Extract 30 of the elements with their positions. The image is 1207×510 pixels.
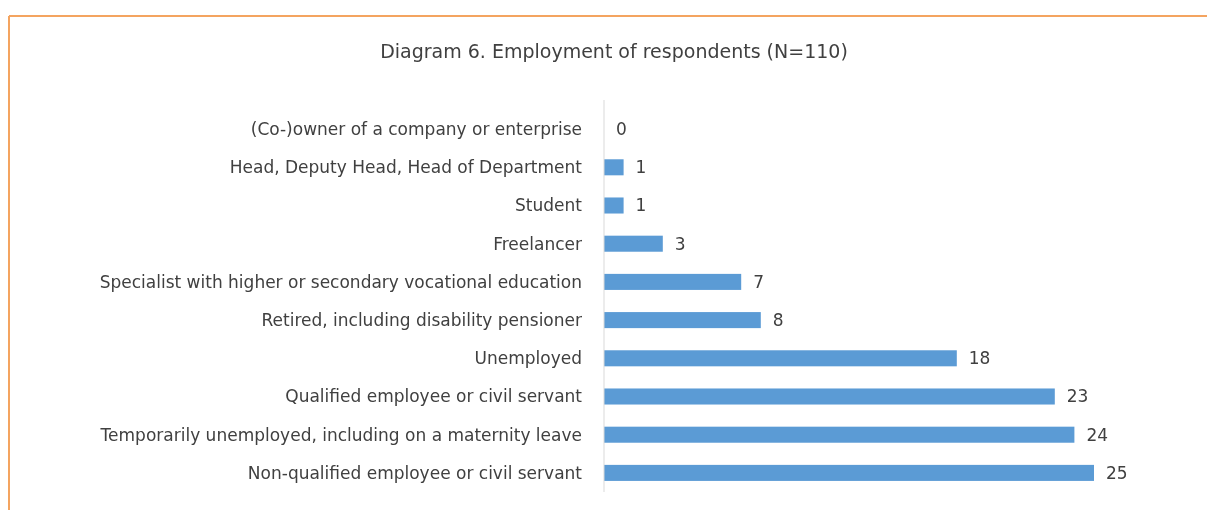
y-tick-label: Unemployed <box>474 348 582 369</box>
data-label: 24 <box>1086 424 1109 445</box>
y-tick-label: Temporarily unemployed, including on a maternity leave <box>99 424 582 445</box>
data-label: 3 <box>674 233 686 254</box>
y-tick-label: Non-qualified employee or civil servant <box>247 462 583 483</box>
data-label: 25 <box>1106 462 1128 483</box>
data-label: 23 <box>1066 386 1089 407</box>
data-label: 1 <box>635 195 647 216</box>
bar <box>604 235 663 252</box>
bar <box>604 426 1075 443</box>
bar <box>604 312 761 329</box>
y-tick-label: Qualified employee or civil servant <box>285 386 583 407</box>
y-tick-label: Head, Deputy Head, Head of Department <box>229 157 583 178</box>
y-tick-label: Student <box>515 195 583 216</box>
y-tick-label: Freelancer <box>493 233 582 254</box>
y-tick-label: Retired, including disability pensioner <box>261 310 582 331</box>
chart-title: Diagram 6. Employment of respondents (N=110) <box>380 40 848 62</box>
data-label: 18 <box>968 348 991 369</box>
data-label: 8 <box>772 310 784 331</box>
bar <box>604 388 1055 405</box>
data-label: 0 <box>616 119 627 140</box>
bar <box>604 273 742 290</box>
bar <box>604 197 624 214</box>
data-label: 1 <box>635 157 647 178</box>
y-tick-label: Specialist with higher or secondary vocational education <box>99 271 582 292</box>
data-label: 7 <box>753 271 765 292</box>
bar <box>604 464 1094 481</box>
y-tick-label: (Co-)owner of a company or enterprise <box>250 119 582 140</box>
bar <box>604 159 624 176</box>
bar <box>604 350 957 367</box>
